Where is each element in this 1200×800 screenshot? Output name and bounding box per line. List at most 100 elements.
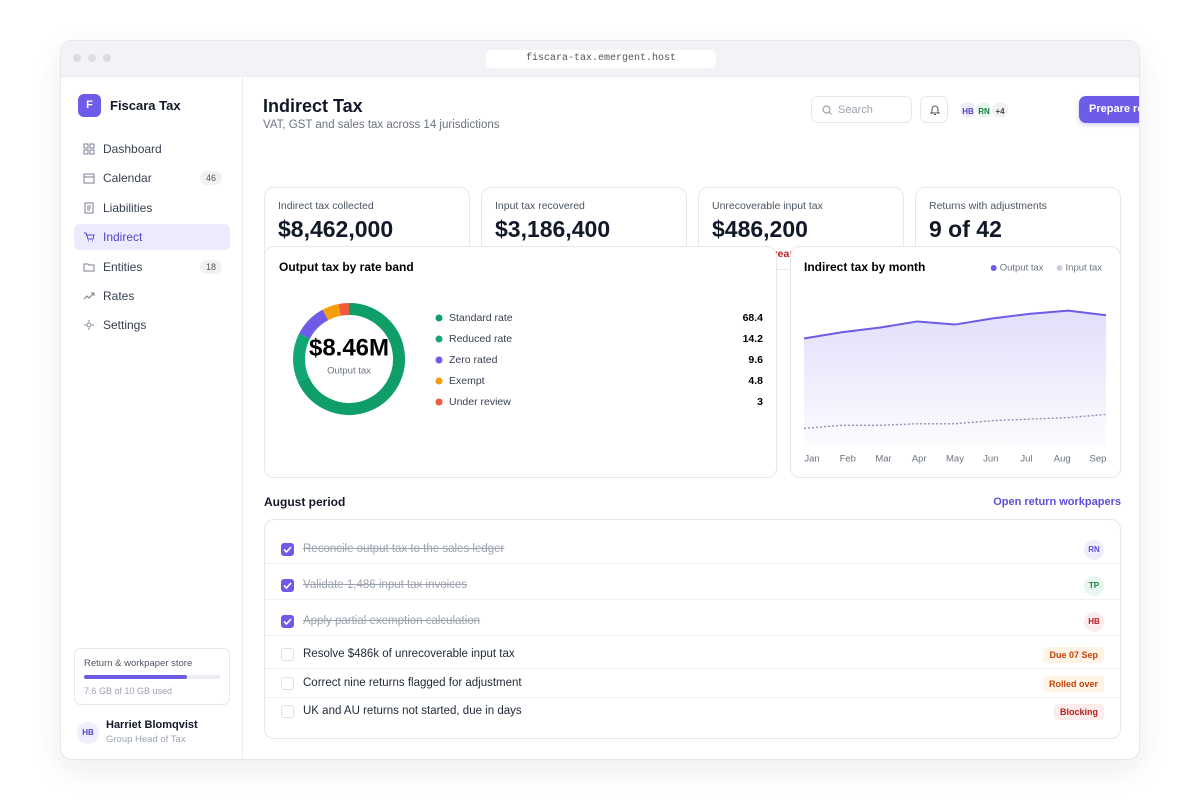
window-dot[interactable] xyxy=(103,54,111,62)
task-tag: Due 07 Sep xyxy=(1043,647,1104,663)
notifications[interactable] xyxy=(920,96,948,123)
storage-title: Return & workpaper store xyxy=(84,658,193,669)
nav-item[interactable]: Entities 18 xyxy=(74,254,230,280)
legend-dot xyxy=(435,314,443,322)
task-assignee[interactable]: HB xyxy=(1084,612,1104,632)
area-chart: Indirect tax by month Jan Feb Mar Apr May Jun J… xyxy=(803,260,1107,465)
check xyxy=(283,582,292,590)
legend-value: 68.4 xyxy=(743,312,764,324)
legend-label: Under review xyxy=(449,396,511,408)
task-assignee[interactable]: TP xyxy=(1084,576,1104,596)
donut-center-value: $8.46M xyxy=(309,334,389,361)
nav-item[interactable]: Settings xyxy=(74,312,230,338)
nav-icon xyxy=(84,202,94,214)
nav-icon xyxy=(84,320,94,331)
nav-item[interactable]: Dashboard xyxy=(74,136,230,162)
nav-item[interactable]: Indirect xyxy=(74,224,230,251)
task-text: Apply partial exemption calculation xyxy=(303,615,481,627)
nav-icon xyxy=(84,232,95,242)
area-fill xyxy=(804,310,1106,447)
nav-icon-path xyxy=(83,173,95,184)
brand-name: Fiscara Tax xyxy=(110,98,181,113)
donut-card: Output tax by rate band Standard rate 68.4… xyxy=(264,246,777,478)
nav-icon-path xyxy=(83,143,95,155)
nav-label: Liabilities xyxy=(103,200,153,215)
task-row: UK and AU returns not started, due in da… xyxy=(265,698,1120,726)
storage-used: 7.6 GB of 10 GB used xyxy=(84,686,173,696)
task-assignee[interactable]: RN xyxy=(1084,540,1104,560)
user-avatar[interactable]: HB xyxy=(77,722,99,744)
nav-icon-path xyxy=(84,320,94,331)
check-icon xyxy=(283,582,292,590)
storage-fill xyxy=(84,675,188,679)
storage-track xyxy=(84,675,220,679)
task-text: Resolve $486k of unrecoverable input tax xyxy=(303,648,515,660)
legend-value: 9.6 xyxy=(748,354,763,366)
kpi-label: Indirect tax collected xyxy=(278,200,374,212)
donut-chart: Output tax by rate band Standard rate 68.4… xyxy=(279,260,764,415)
brand-logo: F xyxy=(78,94,101,117)
nav-item[interactable]: Liabilities xyxy=(74,195,230,221)
area-card: Indirect tax by month Jan Feb Mar Apr May Jun J… xyxy=(790,246,1121,478)
window-dot[interactable] xyxy=(73,54,81,62)
header-more: +4 xyxy=(990,100,1010,120)
nav-icon-path xyxy=(83,292,95,300)
task-text: Validate 1,486 input tax invoices xyxy=(303,579,468,591)
page-subtitle: VAT, GST and sales tax across 14 jurisdi… xyxy=(263,119,500,131)
nav-item[interactable]: Rates xyxy=(74,283,230,309)
donut-segment xyxy=(338,303,350,316)
task-tag: Rolled over xyxy=(1042,676,1104,692)
task-text: UK and AU returns not started, due in da… xyxy=(303,705,522,717)
donut-segment xyxy=(293,333,311,382)
series-line xyxy=(803,309,1107,340)
x-tick-label: Jun xyxy=(983,454,998,465)
nav-icon-path xyxy=(83,263,95,272)
donut-segment xyxy=(322,303,341,321)
page-title: Indirect Tax xyxy=(263,96,363,116)
prepare-button[interactable]: Prepare returns xyxy=(1079,96,1139,123)
task-checkbox[interactable] xyxy=(281,615,294,628)
url-bar[interactable]: fiscara-tax.emergent.host xyxy=(486,50,716,68)
nav-label: Settings xyxy=(103,318,147,333)
search-box[interactable]: Search xyxy=(811,96,912,123)
nav-icon xyxy=(83,292,95,300)
kpi-value: $8,462,000 xyxy=(278,216,394,242)
series-line xyxy=(803,413,1107,430)
legend-value: 14.2 xyxy=(743,333,764,345)
sidebar: F Fiscara Tax Dashboard Calendar 46 Liabili… xyxy=(61,77,243,759)
task-row: Reconcile output tax to the sales ledger… xyxy=(265,536,1120,564)
legend-dot xyxy=(435,377,443,385)
legend-label: Exempt xyxy=(449,375,485,387)
kpi-label: Returns with adjustments xyxy=(929,200,1047,212)
x-tick-label: Jul xyxy=(1020,454,1032,465)
x-tick-label: May xyxy=(946,454,964,465)
legend-value: 3 xyxy=(757,396,763,408)
chart-title: Output tax by rate band xyxy=(279,260,414,274)
kpi-value: $486,200 xyxy=(712,216,808,242)
kpi-value: $3,186,400 xyxy=(495,216,611,242)
nav-label: Rates xyxy=(103,289,135,303)
task-checkbox[interactable] xyxy=(281,543,294,556)
task-checkbox[interactable] xyxy=(281,648,294,661)
workpapers-link[interactable]: Open return workpapers xyxy=(993,496,1121,508)
task-checkbox[interactable] xyxy=(281,705,294,718)
legend-dot xyxy=(990,265,997,271)
task-checkbox[interactable] xyxy=(281,677,294,690)
check xyxy=(283,546,292,554)
storage-card: Return & workpaper store 7.6 GB of 10 GB… xyxy=(74,648,230,705)
task-row: Validate 1,486 input tax invoices TP xyxy=(265,572,1120,600)
url: fiscara-tax.emergent.host xyxy=(525,53,677,64)
task-row: Apply partial exemption calculation HB xyxy=(265,608,1120,636)
chart-title: Indirect tax by month xyxy=(804,260,925,274)
x-tick-label: Sep xyxy=(1090,454,1107,465)
x-tick-label: Jan xyxy=(804,454,819,465)
window-dot[interactable] xyxy=(88,54,96,62)
user-name: Harriet Blomqvist xyxy=(106,719,198,731)
bell-icon xyxy=(929,105,941,115)
nav-icon xyxy=(83,143,95,155)
task-checkbox[interactable] xyxy=(281,579,294,592)
task-row: Correct nine returns flagged for adjustm… xyxy=(265,670,1120,698)
nav-item[interactable]: Calendar 46 xyxy=(74,165,230,191)
x-tick-label: Mar xyxy=(875,454,891,465)
donut-center-label: Output tax xyxy=(327,366,371,377)
